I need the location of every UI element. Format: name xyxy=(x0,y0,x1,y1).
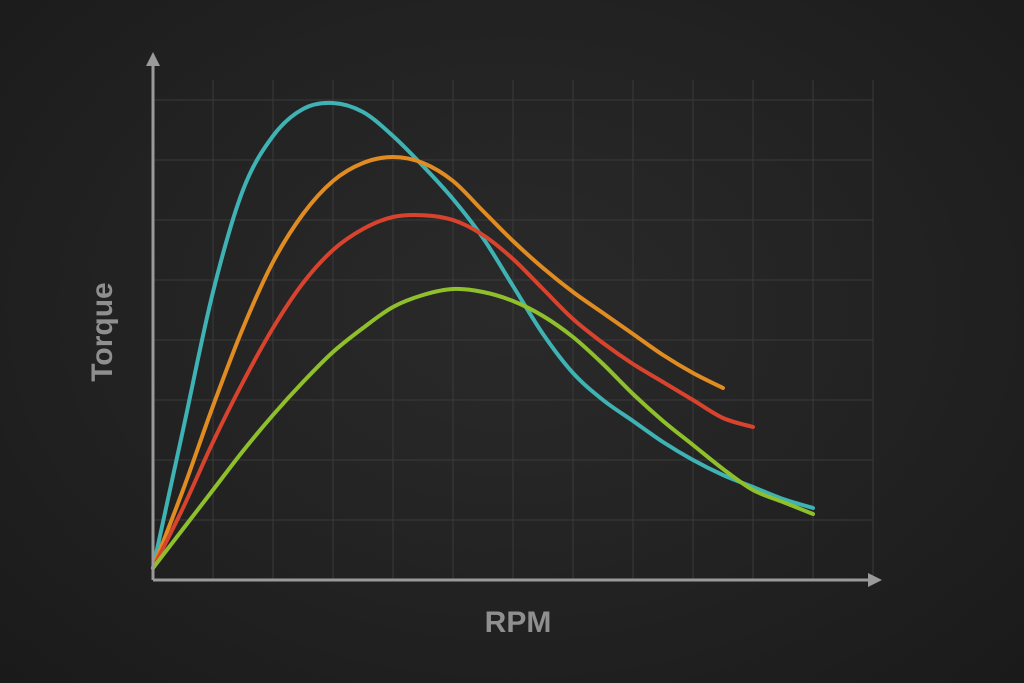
series-line-1 xyxy=(151,100,815,570)
x-axis-title: RPM xyxy=(485,606,552,639)
x-axis-arrow-icon xyxy=(868,573,882,587)
y-axis-title: Torque xyxy=(86,282,119,381)
series-group xyxy=(151,100,815,570)
series-line-4 xyxy=(151,286,815,570)
series-line-3 xyxy=(151,212,755,570)
grid xyxy=(153,80,874,580)
series-line-2 xyxy=(151,155,725,570)
y-axis-arrow-icon xyxy=(146,52,160,66)
axes xyxy=(146,52,882,587)
